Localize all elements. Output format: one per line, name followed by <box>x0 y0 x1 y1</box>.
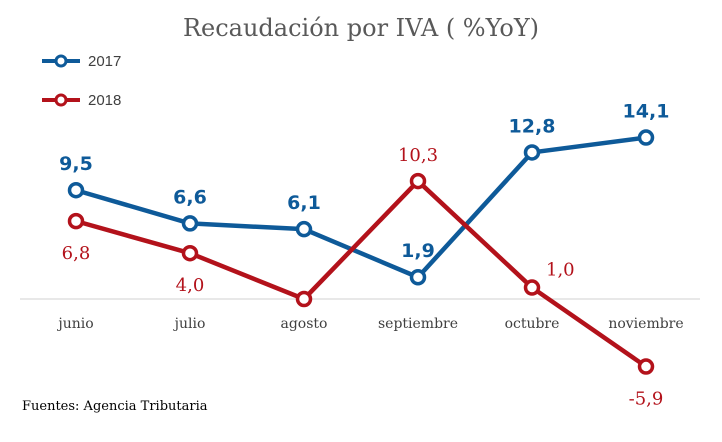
data-point-2017 <box>409 268 427 286</box>
legend: 2017 2018 <box>42 53 121 109</box>
data-label-2017: 6,1 <box>287 192 321 214</box>
data-label-2018: -5,9 <box>629 389 664 410</box>
x-tick-label: junio <box>56 316 93 332</box>
data-point-2018 <box>523 279 541 296</box>
data-point-2018 <box>67 212 85 230</box>
series-line-2018 <box>73 178 649 369</box>
x-tick-label: septiembre <box>378 316 458 332</box>
x-tick-label: noviembre <box>608 316 683 332</box>
data-point-2017 <box>295 220 313 238</box>
legend-label-2018: 2018 <box>88 92 121 109</box>
data-point-2017 <box>181 215 199 232</box>
data-point-2018 <box>409 172 427 190</box>
source-note: Fuentes: Agencia Tributaria <box>22 399 208 414</box>
data-label-2017: 1,9 <box>401 240 435 262</box>
legend-item-2017: 2017 <box>42 53 121 70</box>
x-tick-label: octubre <box>505 316 560 332</box>
data-label-2017: 9,5 <box>59 153 93 175</box>
data-label-2018: 10,3 <box>398 145 438 166</box>
data-point-2017 <box>637 129 655 146</box>
data-label-2017: 12,8 <box>509 115 556 137</box>
data-point-2018 <box>295 290 313 308</box>
data-labels: 9,5 6,6 6,1 1,9 12,8 14,1 6,8 4,0 10,3 1,0 -5,9 <box>59 101 669 410</box>
data-label-2017: 6,6 <box>173 186 207 208</box>
data-point-2018 <box>181 244 199 262</box>
data-label-2017: 14,1 <box>623 101 670 123</box>
legend-item-2018: 2018 <box>42 92 121 109</box>
data-point-2018 <box>637 358 655 375</box>
legend-label-2017: 2017 <box>88 53 121 70</box>
data-point-2017 <box>523 144 541 161</box>
series-markers <box>67 129 655 375</box>
legend-marker-2017 <box>54 54 68 68</box>
x-axis-categories: junio julio agosto septiembre octubre noviemb… <box>56 316 683 332</box>
data-label-2018: 4,0 <box>176 275 205 296</box>
legend-marker-2018 <box>54 93 68 107</box>
x-tick-label: agosto <box>281 316 328 332</box>
x-tick-label: julio <box>173 316 206 332</box>
data-point-2017 <box>67 181 85 199</box>
data-label-2018: 6,8 <box>62 243 91 264</box>
series-line-2017 <box>73 135 649 280</box>
series-lines <box>73 135 649 369</box>
chart-title: Recaudación por IVA ( %YoY) <box>183 14 539 42</box>
data-label-2018: 1,0 <box>546 260 575 281</box>
